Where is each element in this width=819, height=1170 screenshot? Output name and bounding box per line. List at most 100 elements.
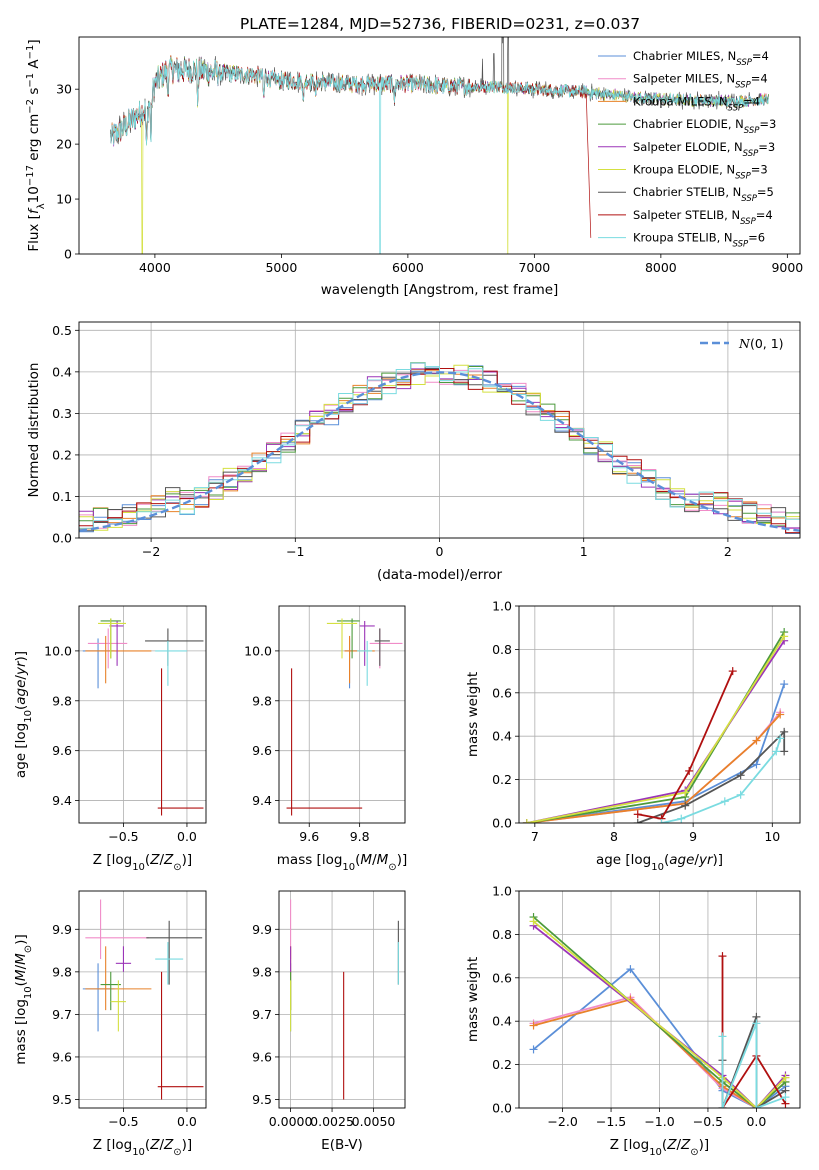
x-tick-label: 1 <box>580 544 588 559</box>
age_vs_mass-axes: 9.6 9.8 9.4 9.6 9.8 10.0 <box>244 606 405 844</box>
weight-marker-chabrier_miles <box>780 680 789 689</box>
weight-line-salpeter_elodie <box>526 640 785 823</box>
axes-frame <box>78 321 801 539</box>
y-tick-label: 1.0 <box>492 884 512 899</box>
histogram-kroupa_stelib <box>79 362 800 531</box>
x-tick-label: 9 <box>689 829 697 844</box>
x-tick-label: 0.0 <box>177 829 197 844</box>
y-tick-label: 9.8 <box>52 964 72 979</box>
residuals-ylabel: Normed distribution <box>26 363 42 498</box>
errorbar-chabrier_elodie <box>100 971 121 1011</box>
axes-frame <box>278 890 406 1109</box>
axes-frame <box>518 605 801 824</box>
x-tick-label: 10 <box>764 829 780 844</box>
errorbar-salpeter_miles <box>369 628 403 669</box>
y-tick-label: 9.7 <box>252 1007 272 1022</box>
age_vs_Z-ylabel: age [log10(age/yr)] <box>13 651 34 778</box>
y-tick-label: 9.6 <box>52 743 72 758</box>
errorbar-chabrier_stelib <box>146 920 203 985</box>
weight_vs_age-lines <box>522 628 789 823</box>
y-tick-label: 9.7 <box>52 1007 72 1022</box>
x-tick-label: −0.5 <box>108 1114 138 1129</box>
mass_vs_ebv-points <box>290 899 399 1100</box>
y-tick-label: 9.4 <box>252 793 272 808</box>
x-tick-label: 0.0025 <box>310 1114 354 1129</box>
weight-marker-kroupa_stelib <box>776 734 785 743</box>
weight-marker-kroupa_elodie <box>522 819 531 823</box>
errorbar-kroupa_elodie <box>98 618 126 659</box>
x-tick-label: −0.5 <box>108 829 138 844</box>
weight-marker-kroupa_elodie <box>780 632 789 641</box>
y-tick-label: 0.8 <box>492 927 512 942</box>
x-tick-label: −1.0 <box>644 1114 674 1129</box>
weight-line-kroupa_miles <box>526 713 781 823</box>
y-tick-label: 0.4 <box>52 364 72 379</box>
y-tick-label: 0.2 <box>492 1057 512 1072</box>
y-tick-label: 20 <box>56 137 72 152</box>
x-tick-label: 2 <box>724 544 732 559</box>
x-tick-label: 9000 <box>771 260 803 275</box>
spectrum-xlabel: wavelength [Angstrom, rest frame] <box>321 282 559 298</box>
weight_vs_age-xlabel: age [log10(age/yr)] <box>596 852 723 873</box>
y-tick-label: 9.5 <box>52 1092 72 1107</box>
y-tick-label: 0.6 <box>492 685 512 700</box>
x-tick-label: 8000 <box>645 260 677 275</box>
axes-frame <box>78 36 801 255</box>
weight_vs_Z-ylabel: mass weight <box>465 957 481 1042</box>
weight-marker-kroupa_miles <box>752 736 761 745</box>
weight-marker-kroupa_stelib <box>781 1093 790 1102</box>
weight-marker-kroupa_stelib <box>772 747 781 756</box>
y-tick-label: 9.5 <box>252 1092 272 1107</box>
weight-marker-kroupa_stelib <box>720 797 729 806</box>
y-tick-label: 0.2 <box>492 772 512 787</box>
spectrum-lines <box>110 37 769 254</box>
weight-line-kroupa_elodie <box>532 920 787 1108</box>
y-tick-label: 9.9 <box>252 922 272 937</box>
weight-marker-kroupa_stelib <box>736 790 745 799</box>
y-tick-label: 1.0 <box>492 599 512 614</box>
x-tick-label: −1.5 <box>596 1114 626 1129</box>
x-tick-label: 8 <box>610 829 618 844</box>
spectrum-line-kroupa_stelib <box>110 56 769 254</box>
weight-marker-chabrier_miles <box>529 1045 538 1054</box>
errorbar-salpeter_elodie <box>359 620 375 666</box>
legend-label-salpeter_stelib: Salpeter STELIB, NSSP=4 <box>633 208 773 227</box>
y-tick-label: 30 <box>56 82 72 97</box>
weight-marker-salpeter_stelib <box>718 952 727 961</box>
errorbar-chabrier_miles <box>344 638 358 689</box>
residuals-axes: −2 −1 0 1 2 0.0 0.1 0.2 0.3 0.4 0.5 <box>52 322 800 559</box>
weight-marker-salpeter_stelib <box>728 667 737 676</box>
weight-marker-kroupa_stelib <box>752 1019 761 1028</box>
y-tick-label: 0.4 <box>492 1014 512 1029</box>
x-tick-label: 5000 <box>265 260 297 275</box>
y-tick-label: 9.8 <box>52 693 72 708</box>
x-tick-label: −2.0 <box>547 1114 577 1129</box>
y-tick-label: 9.8 <box>252 693 272 708</box>
weight-marker-kroupa_stelib <box>677 814 686 823</box>
weight-marker-kroupa_stelib <box>752 1104 761 1108</box>
y-tick-label: 9.8 <box>252 964 272 979</box>
y-tick-label: 9.6 <box>252 1049 272 1064</box>
mass_vs_Z-ylabel: mass [log10(M/M⊙)] <box>13 934 34 1064</box>
y-tick-label: 10.0 <box>44 643 72 658</box>
errorbar-chabrier_stelib <box>145 628 204 666</box>
x-tick-label: 9.8 <box>350 829 370 844</box>
y-tick-label: 0.1 <box>52 489 72 504</box>
x-tick-label: 4000 <box>139 260 171 275</box>
weight-marker-chabrier_miles <box>626 965 635 974</box>
x-tick-label: 6000 <box>392 260 424 275</box>
x-tick-label: 0 <box>436 544 444 559</box>
weight-line-salpeter_stelib <box>637 670 734 820</box>
weight_vs_age-ylabel: mass weight <box>465 672 481 757</box>
spectrum-ylabel: Flux [fλ10−17 erg cm−2 s−1 A−1] <box>25 39 47 251</box>
weight-marker-chabrier_stelib <box>736 771 745 780</box>
errorbar-salpeter_stelib <box>157 668 204 816</box>
legend-label-salpeter_miles: Salpeter MILES, NSSP=4 <box>633 72 768 91</box>
spectrum-legend: Chabrier MILES, NSSP=4 Salpeter MILES, NS… <box>598 49 776 250</box>
errorbar-kroupa_stelib <box>357 640 373 686</box>
mass_vs_Z-xlabel: Z [log10(Z/Z⊙)] <box>93 1137 192 1158</box>
errorbar-chabrier_miles <box>82 963 115 1032</box>
x-tick-label: −0.5 <box>693 1114 723 1129</box>
